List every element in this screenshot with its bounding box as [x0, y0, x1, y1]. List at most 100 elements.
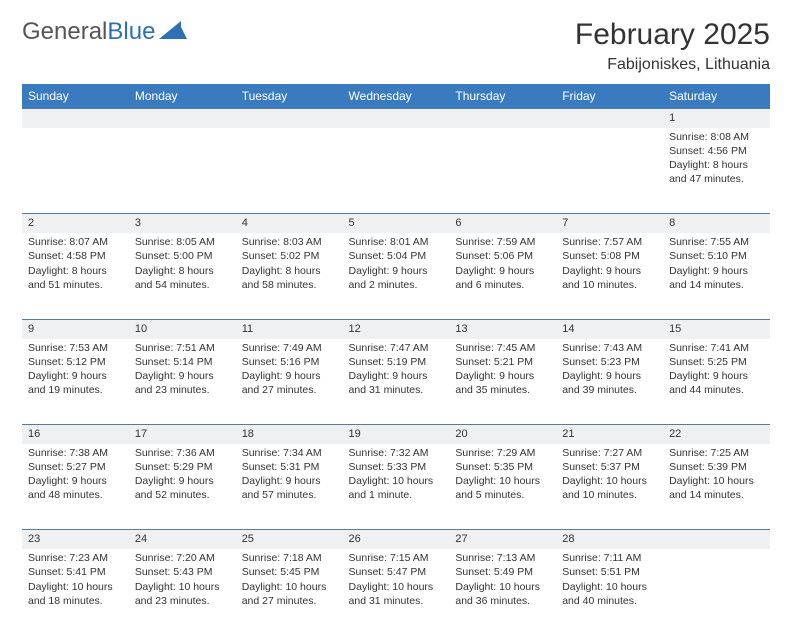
day-data-line: Daylight: 10 hours and 40 minutes.: [562, 580, 657, 608]
day-data-line: Sunset: 5:25 PM: [669, 355, 764, 369]
day-data-line: Sunrise: 7:55 AM: [669, 235, 764, 249]
day-data-line: Daylight: 9 hours and 27 minutes.: [242, 369, 337, 397]
day-data-line: Sunset: 5:21 PM: [455, 355, 550, 369]
day-header: Wednesday: [343, 84, 450, 109]
day-data-line: Sunset: 5:45 PM: [242, 565, 337, 579]
day-data-cell: Sunrise: 7:51 AMSunset: 5:14 PMDaylight:…: [129, 339, 236, 425]
day-data-line: Sunrise: 7:34 AM: [242, 446, 337, 460]
day-number-cell: 24: [129, 530, 236, 549]
day-number-cell: 20: [449, 425, 556, 444]
day-data-cell: [343, 128, 450, 214]
day-data-cell: Sunrise: 7:23 AMSunset: 5:41 PMDaylight:…: [22, 549, 129, 635]
day-data-line: Daylight: 9 hours and 19 minutes.: [28, 369, 123, 397]
day-data-line: Sunrise: 8:03 AM: [242, 235, 337, 249]
day-data-line: Daylight: 9 hours and 48 minutes.: [28, 474, 123, 502]
day-data-line: Sunrise: 7:20 AM: [135, 551, 230, 565]
day-data-cell: [236, 128, 343, 214]
day-data-line: Daylight: 9 hours and 2 minutes.: [349, 264, 444, 292]
day-number-cell: 15: [663, 319, 770, 338]
day-number-cell: [236, 109, 343, 128]
day-data-line: Sunset: 5:41 PM: [28, 565, 123, 579]
day-data-line: Sunrise: 7:47 AM: [349, 341, 444, 355]
day-number-cell: 27: [449, 530, 556, 549]
day-data-cell: Sunrise: 8:08 AMSunset: 4:56 PMDaylight:…: [663, 128, 770, 214]
day-data-line: Sunset: 5:04 PM: [349, 249, 444, 263]
day-data-line: Sunrise: 7:53 AM: [28, 341, 123, 355]
day-number-cell: 1: [663, 109, 770, 128]
day-data-cell: Sunrise: 7:15 AMSunset: 5:47 PMDaylight:…: [343, 549, 450, 635]
day-header: Monday: [129, 84, 236, 109]
day-data-line: Sunset: 5:29 PM: [135, 460, 230, 474]
day-data-cell: Sunrise: 7:59 AMSunset: 5:06 PMDaylight:…: [449, 233, 556, 319]
day-data-row: Sunrise: 7:38 AMSunset: 5:27 PMDaylight:…: [22, 444, 770, 530]
day-data-line: Sunrise: 7:36 AM: [135, 446, 230, 460]
day-data-row: Sunrise: 8:08 AMSunset: 4:56 PMDaylight:…: [22, 128, 770, 214]
day-number-cell: 16: [22, 425, 129, 444]
day-data-line: Daylight: 8 hours and 47 minutes.: [669, 158, 764, 186]
day-number-cell: 9: [22, 319, 129, 338]
day-data-cell: Sunrise: 7:53 AMSunset: 5:12 PMDaylight:…: [22, 339, 129, 425]
day-data-cell: Sunrise: 7:18 AMSunset: 5:45 PMDaylight:…: [236, 549, 343, 635]
day-data-line: Sunrise: 7:25 AM: [669, 446, 764, 460]
day-data-line: Daylight: 10 hours and 27 minutes.: [242, 580, 337, 608]
day-data-line: Sunrise: 7:27 AM: [562, 446, 657, 460]
day-number-cell: 22: [663, 425, 770, 444]
day-data-line: Sunrise: 7:13 AM: [455, 551, 550, 565]
day-data-line: Sunrise: 8:01 AM: [349, 235, 444, 249]
day-data-line: Daylight: 10 hours and 5 minutes.: [455, 474, 550, 502]
day-data-line: Daylight: 10 hours and 18 minutes.: [28, 580, 123, 608]
day-number-cell: 3: [129, 214, 236, 233]
day-data-cell: [129, 128, 236, 214]
logo-triangle-icon: [159, 18, 187, 46]
day-data-line: Sunset: 5:06 PM: [455, 249, 550, 263]
day-data-line: Sunset: 5:35 PM: [455, 460, 550, 474]
day-data-row: Sunrise: 8:07 AMSunset: 4:58 PMDaylight:…: [22, 233, 770, 319]
day-number-row: 1: [22, 109, 770, 128]
header: GeneralBlue February 2025 Fabijoniskes, …: [22, 18, 770, 74]
day-data-line: Sunrise: 8:07 AM: [28, 235, 123, 249]
day-number-cell: 6: [449, 214, 556, 233]
day-number-cell: 28: [556, 530, 663, 549]
day-number-cell: 4: [236, 214, 343, 233]
location-text: Fabijoniskes, Lithuania: [575, 56, 770, 74]
day-number-cell: 21: [556, 425, 663, 444]
day-data-line: Sunset: 5:02 PM: [242, 249, 337, 263]
day-data-line: Sunrise: 7:38 AM: [28, 446, 123, 460]
day-data-line: Sunset: 5:10 PM: [669, 249, 764, 263]
day-number-cell: [556, 109, 663, 128]
day-data-line: Sunrise: 7:29 AM: [455, 446, 550, 460]
day-data-line: Daylight: 10 hours and 14 minutes.: [669, 474, 764, 502]
day-header: Sunday: [22, 84, 129, 109]
day-data-cell: Sunrise: 8:01 AMSunset: 5:04 PMDaylight:…: [343, 233, 450, 319]
day-number-cell: 25: [236, 530, 343, 549]
day-data-cell: Sunrise: 7:47 AMSunset: 5:19 PMDaylight:…: [343, 339, 450, 425]
day-data-line: Daylight: 10 hours and 10 minutes.: [562, 474, 657, 502]
day-data-line: Daylight: 9 hours and 14 minutes.: [669, 264, 764, 292]
day-data-cell: Sunrise: 8:05 AMSunset: 5:00 PMDaylight:…: [129, 233, 236, 319]
day-data-cell: Sunrise: 7:41 AMSunset: 5:25 PMDaylight:…: [663, 339, 770, 425]
day-data-line: Daylight: 10 hours and 36 minutes.: [455, 580, 550, 608]
day-number-cell: 17: [129, 425, 236, 444]
day-data-row: Sunrise: 7:53 AMSunset: 5:12 PMDaylight:…: [22, 339, 770, 425]
day-number-cell: 12: [343, 319, 450, 338]
day-number-cell: 7: [556, 214, 663, 233]
day-data-line: Sunrise: 7:43 AM: [562, 341, 657, 355]
day-data-line: Sunrise: 7:15 AM: [349, 551, 444, 565]
day-data-line: Sunrise: 7:32 AM: [349, 446, 444, 460]
day-data-line: Daylight: 10 hours and 31 minutes.: [349, 580, 444, 608]
day-data-line: Sunset: 5:16 PM: [242, 355, 337, 369]
day-data-cell: Sunrise: 7:13 AMSunset: 5:49 PMDaylight:…: [449, 549, 556, 635]
day-data-cell: Sunrise: 7:49 AMSunset: 5:16 PMDaylight:…: [236, 339, 343, 425]
calendar-header-row: SundayMondayTuesdayWednesdayThursdayFrid…: [22, 84, 770, 109]
day-data-cell: Sunrise: 7:27 AMSunset: 5:37 PMDaylight:…: [556, 444, 663, 530]
day-number-cell: 26: [343, 530, 450, 549]
day-number-cell: [22, 109, 129, 128]
day-data-cell: Sunrise: 7:20 AMSunset: 5:43 PMDaylight:…: [129, 549, 236, 635]
day-data-line: Sunset: 5:14 PM: [135, 355, 230, 369]
title-block: February 2025 Fabijoniskes, Lithuania: [575, 18, 770, 74]
day-data-line: Sunset: 5:08 PM: [562, 249, 657, 263]
day-data-line: Sunset: 5:37 PM: [562, 460, 657, 474]
day-data-cell: Sunrise: 7:38 AMSunset: 5:27 PMDaylight:…: [22, 444, 129, 530]
day-data-cell: Sunrise: 8:07 AMSunset: 4:58 PMDaylight:…: [22, 233, 129, 319]
brand-part1: General: [22, 18, 107, 46]
